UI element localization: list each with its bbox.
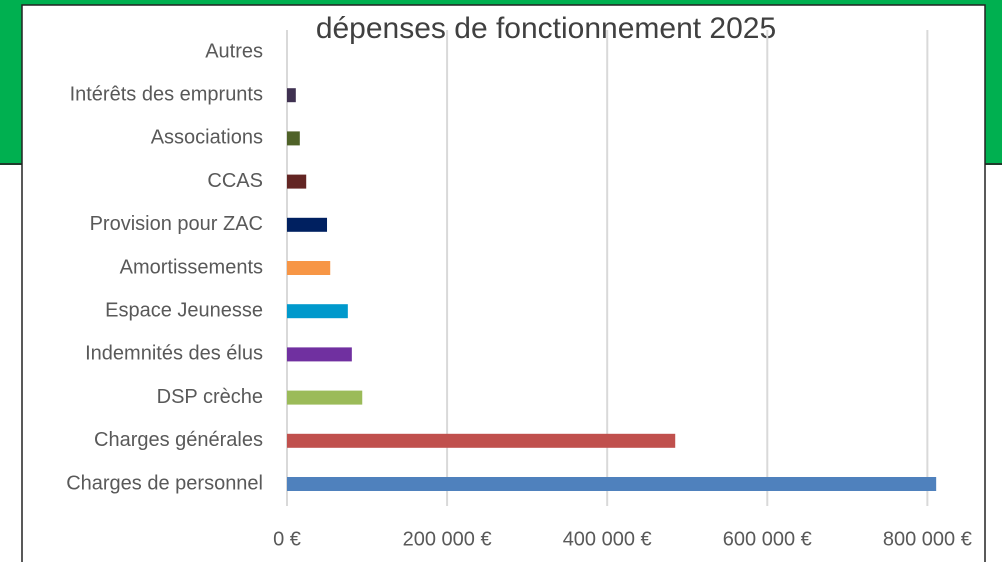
chart-title: dépenses de fonctionnement 2025 [316,12,776,45]
y-tick-label: DSP crèche [157,386,263,408]
bar [287,174,307,189]
y-tick-label: Autres [205,40,263,62]
bar [287,88,296,103]
y-tick-label: Indemnités des élus [85,343,263,365]
y-tick-label: Intérêts des emprunts [70,83,263,105]
bar [287,390,363,405]
bar [287,131,300,146]
y-tick-label: Associations [151,127,263,149]
bar [287,304,348,319]
chart-box [21,4,986,566]
bar [287,261,331,275]
bar [287,347,352,362]
x-tick-label: 200 000 € [403,528,492,550]
bar [287,477,937,491]
bar [287,433,676,448]
x-tick-label: 800 000 € [883,528,972,550]
y-tick-label: Provision pour ZAC [90,213,263,235]
x-tick-label: 0 € [273,528,301,550]
y-tick-label: CCAS [207,170,263,192]
bar [287,217,328,232]
y-tick-label: Amortissements [120,256,263,278]
y-tick-label: Espace Jeunesse [105,299,263,321]
x-tick-label: 400 000 € [563,528,652,550]
x-tick-label: 600 000 € [723,528,812,550]
y-tick-label: Charges générales [94,429,263,451]
y-tick-label: Charges de personnel [66,472,263,494]
